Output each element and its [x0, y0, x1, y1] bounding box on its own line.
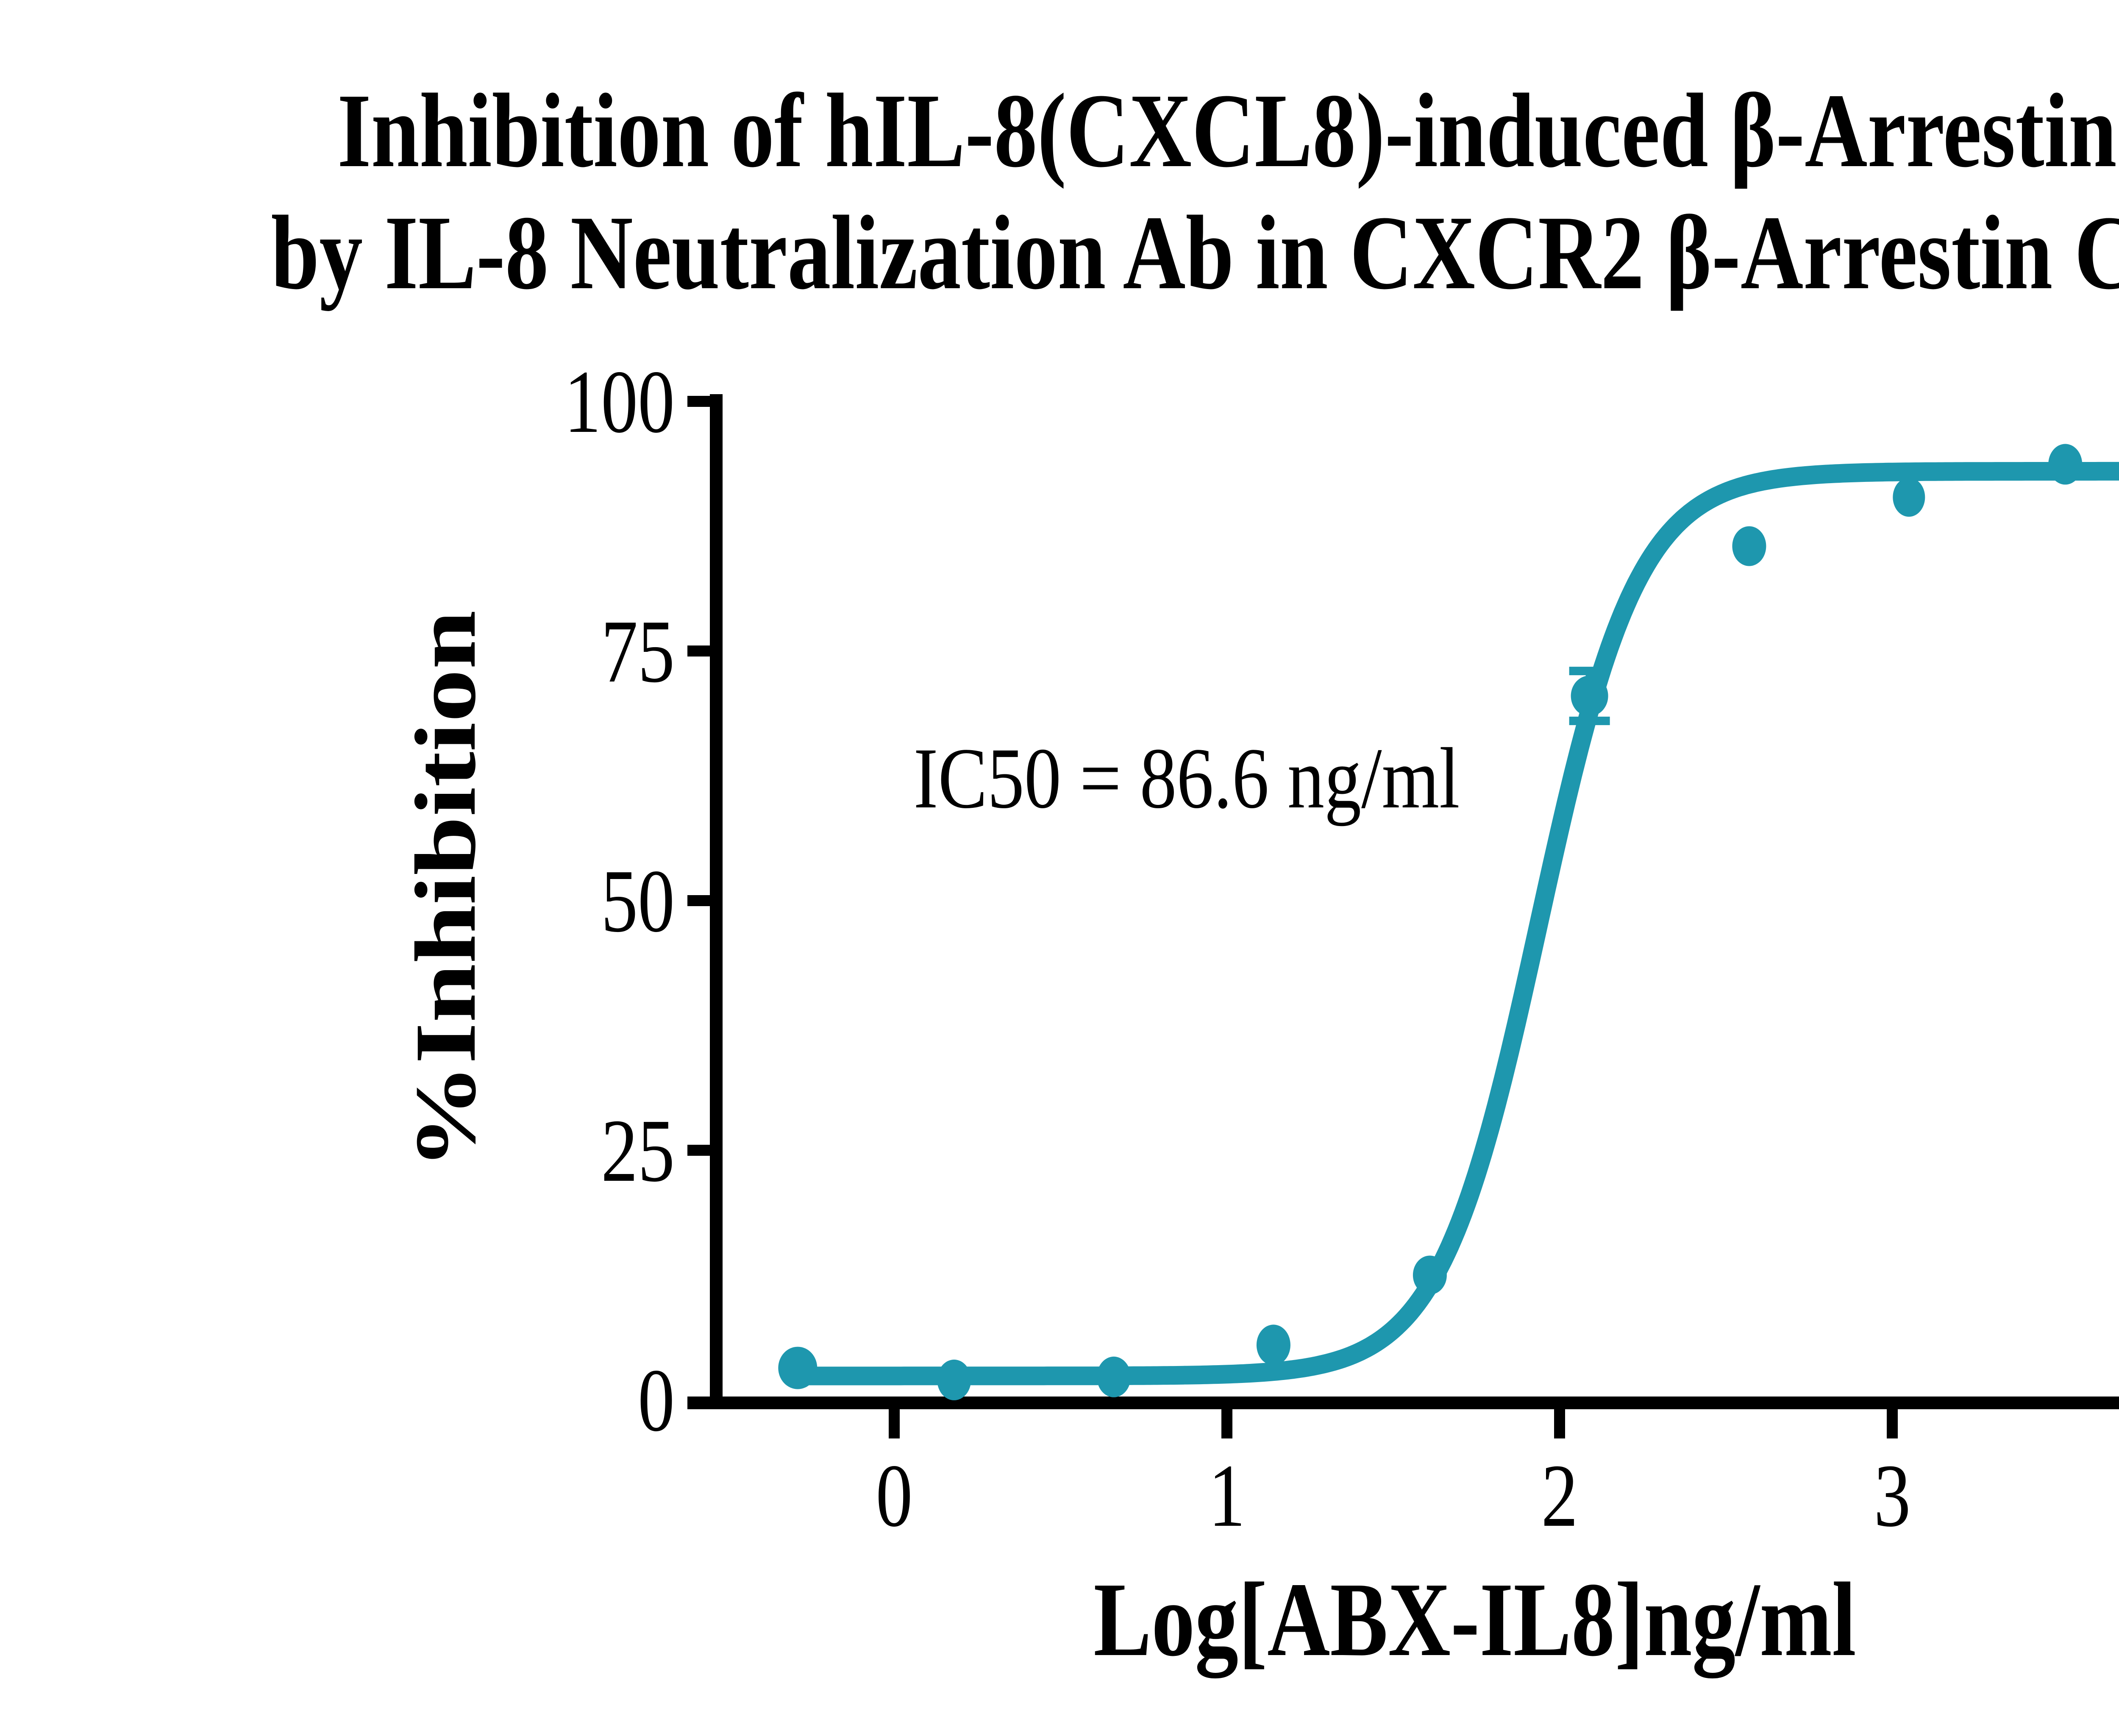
data-series — [778, 444, 2119, 1400]
fit-curve — [785, 462, 2119, 1385]
x-tick-label-3: 3 — [1874, 1446, 1911, 1545]
y-tick-label-100: 100 — [564, 352, 675, 451]
data-point-marker — [1413, 1255, 1447, 1295]
data-point-marker — [1097, 1356, 1131, 1397]
x-axis-title: Log[ABX-IL8]ng/ml — [1093, 1561, 1856, 1679]
x-tick-label-2: 2 — [1541, 1446, 1578, 1545]
x-tick-label-0: 0 — [876, 1446, 913, 1545]
y-tick-label-50: 50 — [601, 851, 675, 951]
data-point-marker — [1732, 526, 1766, 566]
data-point-marker — [937, 1359, 971, 1400]
y-tick-label-75: 75 — [601, 601, 675, 701]
data-point-marker — [1256, 1324, 1290, 1366]
x-axis: 0 1 2 3 4 Log[ABX-IL8]ng/ml — [687, 1397, 2119, 1679]
data-point-marker — [1571, 676, 1608, 716]
chart-title-line1: Inhibition of hIL-8(CXCL8)-induced β-Arr… — [337, 72, 2119, 189]
y-tick-label-0: 0 — [638, 1350, 675, 1450]
data-point-marker — [1893, 478, 1925, 517]
data-point-marker — [2048, 444, 2083, 485]
y-tick-label-25: 25 — [601, 1101, 675, 1200]
ic50-annotation: IC50 = 86.6 ng/ml — [914, 730, 1460, 826]
x-tick-label-1: 1 — [1209, 1446, 1246, 1545]
data-point-marker — [778, 1347, 818, 1389]
chart-title: Inhibition of hIL-8(CXCL8)-induced β-Arr… — [271, 72, 2119, 312]
y-axis: 100 75 50 25 0 %Inhibition — [398, 352, 723, 1450]
y-axis-title: %Inhibition — [398, 610, 494, 1170]
chart-title-line2: by IL-8 Neutralization Ab in CXCR2 β-Arr… — [271, 194, 2119, 312]
